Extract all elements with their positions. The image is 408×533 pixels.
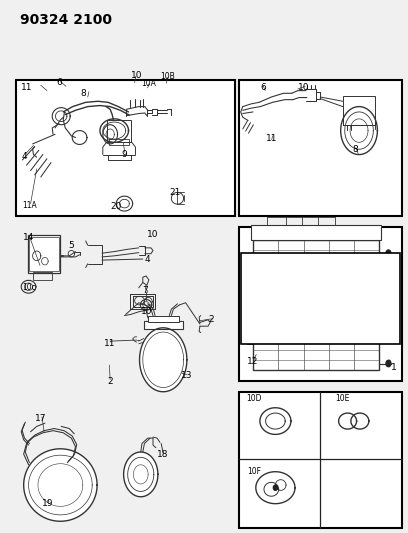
Circle shape bbox=[256, 291, 261, 297]
Polygon shape bbox=[24, 449, 97, 521]
Text: 10D: 10D bbox=[246, 394, 262, 403]
Text: 10: 10 bbox=[141, 308, 153, 316]
Bar bbox=[29, 237, 59, 271]
Text: 10E: 10E bbox=[335, 394, 350, 403]
Text: 12: 12 bbox=[246, 357, 258, 366]
Text: 15: 15 bbox=[246, 290, 258, 298]
Text: 10: 10 bbox=[147, 230, 159, 239]
Text: 9: 9 bbox=[122, 150, 127, 159]
Text: 5: 5 bbox=[69, 241, 74, 249]
Circle shape bbox=[386, 250, 391, 256]
Text: 9: 9 bbox=[391, 329, 397, 337]
Text: 10F: 10F bbox=[247, 467, 261, 476]
Bar bbox=[144, 321, 183, 329]
Circle shape bbox=[386, 360, 391, 367]
Text: 4: 4 bbox=[22, 152, 27, 161]
Text: 19: 19 bbox=[42, 499, 54, 508]
Bar bbox=[241, 253, 400, 344]
Text: 6: 6 bbox=[260, 83, 266, 92]
Text: 11A: 11A bbox=[22, 201, 37, 209]
Polygon shape bbox=[124, 452, 158, 497]
Bar bbox=[148, 316, 179, 322]
Text: 7: 7 bbox=[142, 286, 148, 295]
Polygon shape bbox=[140, 328, 187, 392]
Text: 10A: 10A bbox=[142, 79, 156, 88]
Circle shape bbox=[273, 485, 277, 490]
Text: 18: 18 bbox=[157, 450, 169, 458]
Text: 10: 10 bbox=[131, 71, 142, 80]
Text: 2: 2 bbox=[208, 316, 214, 324]
Text: 2: 2 bbox=[107, 377, 113, 385]
Bar bbox=[343, 96, 375, 125]
Bar bbox=[239, 227, 402, 381]
Bar bbox=[33, 272, 52, 280]
Text: 10: 10 bbox=[298, 83, 310, 92]
Bar bbox=[28, 235, 60, 273]
Text: 16: 16 bbox=[337, 326, 348, 335]
Text: 11: 11 bbox=[104, 340, 116, 348]
Text: 90324 2100: 90324 2100 bbox=[20, 13, 112, 27]
Text: 13: 13 bbox=[181, 372, 193, 380]
Bar bbox=[253, 240, 379, 370]
Text: 14: 14 bbox=[23, 233, 34, 241]
Circle shape bbox=[386, 301, 391, 307]
Text: 6: 6 bbox=[56, 78, 62, 87]
Text: 10c: 10c bbox=[22, 284, 36, 292]
Text: 17: 17 bbox=[35, 414, 47, 423]
Text: 11: 11 bbox=[266, 134, 277, 143]
Bar bbox=[16, 80, 235, 216]
Text: 20: 20 bbox=[111, 203, 122, 211]
Text: 10B: 10B bbox=[160, 72, 175, 81]
Bar bbox=[107, 120, 131, 142]
Text: 11: 11 bbox=[21, 84, 32, 92]
Bar bbox=[239, 392, 402, 528]
Bar bbox=[109, 139, 129, 145]
Text: 3: 3 bbox=[391, 305, 397, 313]
Bar bbox=[251, 225, 381, 240]
Text: 1: 1 bbox=[391, 364, 397, 372]
Circle shape bbox=[386, 333, 391, 339]
Bar bbox=[239, 80, 402, 216]
Text: 21: 21 bbox=[170, 189, 181, 197]
Text: 4: 4 bbox=[144, 255, 150, 264]
Text: 8: 8 bbox=[352, 145, 358, 154]
Text: 8: 8 bbox=[81, 89, 86, 98]
